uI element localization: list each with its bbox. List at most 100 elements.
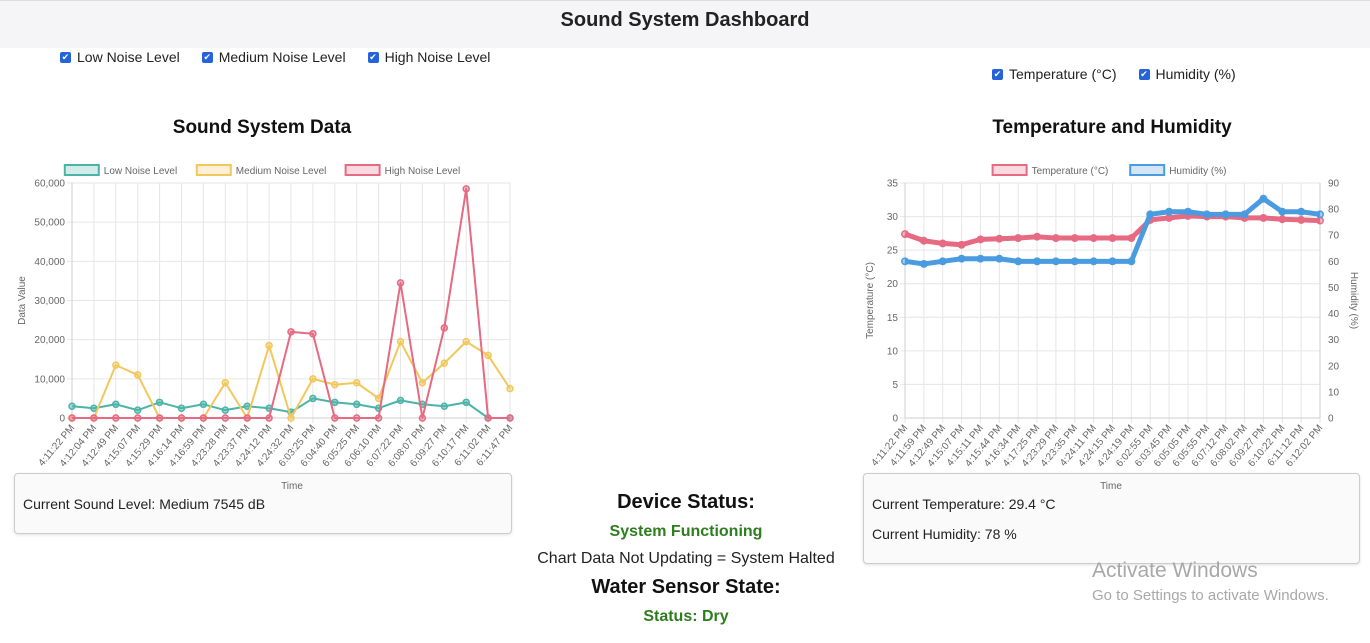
data-point: [1070, 234, 1079, 243]
y-tick-label: 10,000: [34, 374, 65, 385]
data-point: [957, 240, 966, 249]
page-title: Sound System Dashboard: [560, 9, 810, 31]
y2-tick-label: 70: [1328, 231, 1340, 242]
data-point: [901, 230, 909, 238]
data-point: [352, 400, 361, 409]
data-point: [1184, 207, 1192, 216]
series-line: [72, 340, 511, 419]
data-point: [484, 351, 492, 360]
sound-x-axis-title: Time: [281, 481, 303, 492]
data-point: [1146, 210, 1155, 219]
data-point: [309, 375, 317, 383]
data-point: [309, 394, 317, 403]
legend-swatch: [1129, 164, 1166, 176]
data-point: [352, 379, 361, 387]
windows-activation-watermark: Activate Windows Go to Settings to activ…: [1092, 559, 1329, 604]
toggle-medium-noise[interactable]: ✔ Medium Noise Level: [201, 49, 346, 65]
data-point: [506, 414, 514, 422]
data-point: [1014, 234, 1023, 243]
data-point: [155, 398, 164, 407]
data-point: [1127, 257, 1136, 266]
series-line: [72, 187, 510, 419]
water-sensor-value: Status: Dry: [643, 608, 729, 625]
data-point: [440, 324, 449, 332]
device-status-heading: Device Status:: [617, 491, 755, 513]
data-point: [68, 414, 76, 422]
water-sensor-heading: Water Sensor State:: [591, 576, 781, 598]
series-line: [904, 213, 1321, 248]
data-point: [1259, 194, 1268, 203]
data-point: [331, 414, 339, 422]
data-point: [133, 414, 142, 422]
device-status-value: System Functioning: [609, 523, 763, 540]
data-point: [221, 414, 230, 422]
sound-info-panel: Current Sound Level: Medium 7545 dB: [14, 473, 512, 534]
y2-tick-label: 80: [1328, 205, 1340, 216]
sound-series-toggles: ✔ Low Noise Level ✔ Medium Noise Level ✔ Hi…: [60, 49, 490, 65]
data-point: [309, 330, 317, 338]
legend-label: Temperature (°C): [1032, 166, 1109, 177]
data-point: [1165, 207, 1174, 216]
data-point: [1089, 234, 1098, 243]
legend-label: Low Noise Level: [104, 166, 177, 177]
env-chart[interactable]: 0510152025303501020304050607080904:11:22…: [855, 155, 1365, 500]
data-point: [418, 379, 427, 387]
sound-chart[interactable]: 010,00020,00030,00040,00050,00060,0004:1…: [0, 155, 520, 500]
y2-tick-label: 50: [1328, 283, 1340, 294]
data-point: [1316, 210, 1324, 219]
y-tick-label: 15: [887, 313, 899, 324]
legend-swatch: [344, 164, 381, 176]
data-point: [331, 380, 339, 389]
data-point: [976, 235, 985, 244]
legend-swatch: [63, 164, 100, 176]
y-tick-label: 35: [887, 179, 899, 190]
data-point: [440, 359, 449, 367]
checkbox-checked-icon[interactable]: ✔: [992, 68, 1003, 80]
data-point: [199, 414, 208, 422]
data-point: [221, 379, 230, 387]
data-point: [265, 341, 273, 350]
toggle-humidity[interactable]: ✔ Humidity (%): [1138, 66, 1236, 82]
data-point: [957, 254, 966, 263]
data-point: [1051, 257, 1060, 266]
series-line: [71, 397, 510, 419]
toggle-low-noise[interactable]: ✔ Low Noise Level: [60, 49, 180, 65]
current-humidity: Current Humidity: 78 %: [872, 526, 1017, 542]
data-point: [352, 414, 361, 422]
data-point: [1278, 215, 1287, 224]
checkbox-checked-icon[interactable]: ✔: [1138, 68, 1150, 80]
toggle-temperature[interactable]: ✔ Temperature (°C): [992, 66, 1117, 82]
checkbox-checked-icon[interactable]: ✔: [201, 51, 213, 63]
y2-tick-label: 0: [1328, 414, 1334, 425]
data-point: [265, 414, 273, 422]
data-point: [995, 234, 1004, 243]
sound-chart-title: Sound System Data: [172, 117, 352, 138]
data-point: [331, 398, 339, 407]
data-point: [976, 254, 985, 263]
y2-tick-label: 90: [1328, 179, 1340, 190]
legend-label: Medium Noise Level: [236, 166, 327, 177]
legend-swatch: [991, 164, 1028, 176]
data-point: [901, 257, 909, 266]
data-point: [462, 398, 470, 407]
y2-tick-label: 10: [1328, 387, 1340, 398]
data-point: [1051, 234, 1060, 243]
current-sound-level: Current Sound Level: Medium 7545 dB: [23, 496, 266, 512]
y2-tick-label: 60: [1328, 257, 1340, 268]
checkbox-checked-icon[interactable]: ✔: [367, 51, 379, 63]
data-point: [396, 279, 405, 287]
data-point: [155, 414, 164, 422]
y-tick-label: 0: [59, 414, 65, 425]
checkbox-checked-icon[interactable]: ✔: [60, 51, 71, 63]
data-point: [938, 239, 947, 248]
data-point: [133, 371, 142, 379]
legend-label: High Noise Level: [385, 166, 461, 177]
data-point: [90, 404, 98, 412]
env-info-panel: Current Temperature: 29.4 °C Current Hum…: [863, 473, 1360, 564]
data-point: [1202, 210, 1211, 219]
toggle-high-noise[interactable]: ✔ High Noise Level: [367, 49, 491, 65]
chart-group: 010,00020,00030,00040,00050,00060,0004:1…: [17, 164, 515, 469]
data-point: [484, 414, 492, 422]
y-tick-label: 25: [887, 246, 899, 257]
y-tick-label: 50,000: [34, 218, 65, 229]
